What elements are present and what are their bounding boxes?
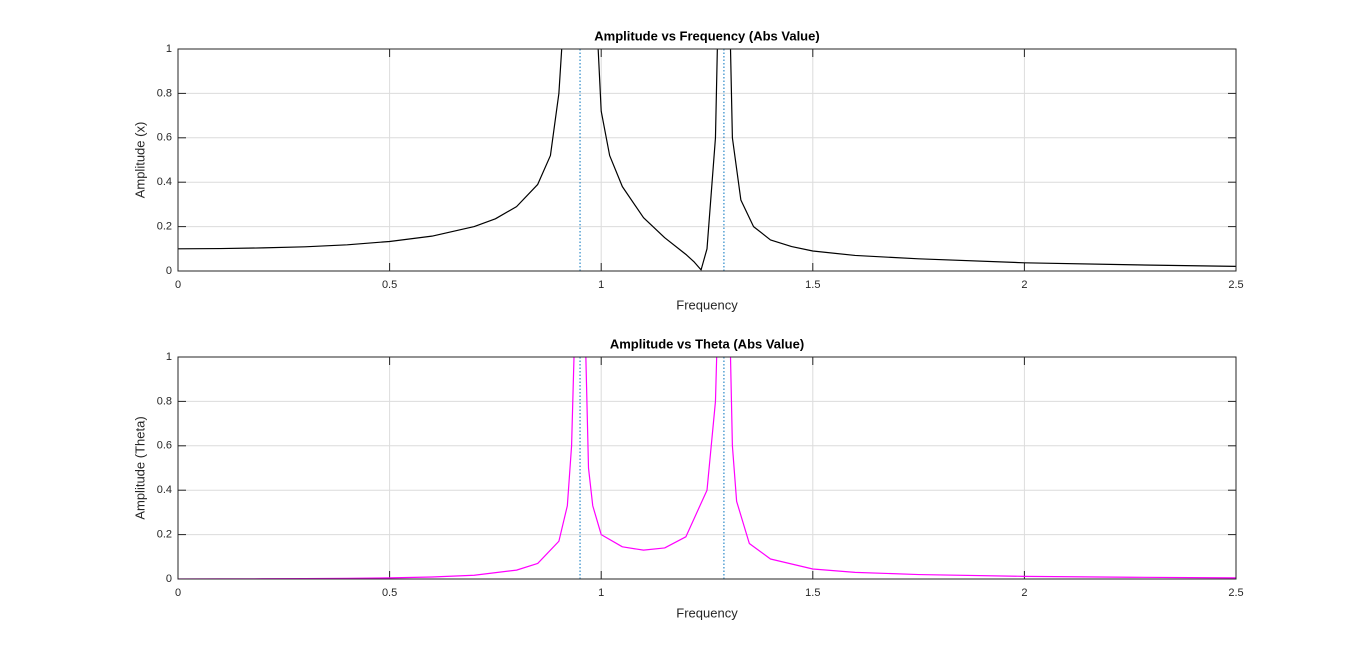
x-tick-label: 2 [1021,587,1027,599]
x-tick-label: 2.5 [1228,587,1243,599]
chart-title: Amplitude vs Theta (Abs Value) [610,336,804,351]
x-tick-label: 0 [175,587,181,599]
x-tick-label: 1.5 [805,279,820,291]
y-tick-label: 1 [166,43,172,55]
y-axis-label: Amplitude (x) [132,122,147,199]
axes-box [177,356,1237,580]
y-tick-label: 0.6 [157,440,172,452]
plot-area [178,49,1236,271]
y-tick-label: 0.6 [157,132,172,144]
y-tick-label: 0.2 [157,529,172,541]
x-tick-label: 2 [1021,279,1027,291]
x-axis-label: Frequency [676,297,738,312]
plot [178,357,1236,579]
axes: 0 0.5 1 1.5 2 2.5 0 0.2 0.4 0.6 0.8 1 Amplitude vs T… [132,336,1243,620]
chart-title: Amplitude vs Frequency (Abs Value) [594,28,819,43]
data-line [178,49,1236,271]
x-tick-label: 1 [598,279,604,291]
y-axis-label: Amplitude (Theta) [132,416,147,519]
y-tick-label: 0 [166,573,172,585]
axes: 0 0.5 1 1.5 2 2.5 0 0.2 0.4 0.6 0.8 1 Amplitude vs F… [132,28,1243,312]
plot-area [178,357,1236,579]
x-tick-label: 2.5 [1228,279,1243,291]
y-tick-label: 0.4 [157,176,172,188]
x-axis-label: Frequency [676,605,738,620]
data-line [178,357,1236,579]
y-tick-label: 0.8 [157,87,172,99]
x-tick-label: 0.5 [382,279,397,291]
x-tick-label: 0 [175,279,181,291]
y-tick-label: 1 [166,351,172,363]
plot [178,49,1236,271]
axes-box [177,48,1237,272]
y-tick-label: 0.4 [157,484,172,496]
x-tick-label: 0.5 [382,587,397,599]
x-tick-label: 1 [598,587,604,599]
y-tick-label: 0.2 [157,221,172,233]
x-tick-label: 1.5 [805,587,820,599]
y-tick-label: 0 [166,265,172,277]
y-tick-label: 0.8 [157,395,172,407]
